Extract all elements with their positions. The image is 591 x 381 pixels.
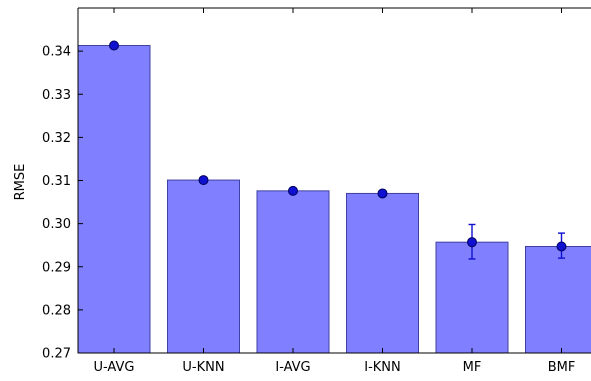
x-tick-label: MF: [463, 360, 482, 375]
point-u-avg: [110, 41, 119, 50]
y-tick-label: 0.27: [42, 347, 71, 362]
bar-i-avg: [257, 191, 329, 353]
x-tick-label: I-AVG: [275, 360, 310, 375]
y-tick-label: 0.30: [42, 217, 71, 232]
x-tick-label: U-KNN: [182, 360, 224, 375]
point-mf: [468, 238, 477, 247]
bars: [78, 46, 591, 353]
x-tick-label: I-KNN: [364, 360, 401, 375]
point-bmf: [557, 242, 566, 251]
y-tick-label: 0.29: [42, 260, 71, 275]
point-u-knn: [199, 176, 208, 185]
x-tick-label: BMF: [548, 360, 576, 375]
bar-bmf: [526, 246, 591, 353]
x-tick-label: U-AVG: [94, 360, 135, 375]
y-axis-label: RMSE: [13, 164, 28, 201]
bar-u-knn: [168, 180, 240, 353]
y-tick-label: 0.34: [42, 45, 71, 60]
point-i-knn: [378, 189, 387, 198]
bar-u-avg: [78, 46, 150, 353]
point-i-avg: [289, 186, 298, 195]
y-tick-label: 0.33: [42, 88, 71, 103]
y-tick-label: 0.28: [42, 303, 71, 318]
bar-i-knn: [347, 193, 419, 353]
y-tick-label: 0.32: [42, 131, 71, 146]
y-tick-label: 0.31: [42, 174, 71, 189]
